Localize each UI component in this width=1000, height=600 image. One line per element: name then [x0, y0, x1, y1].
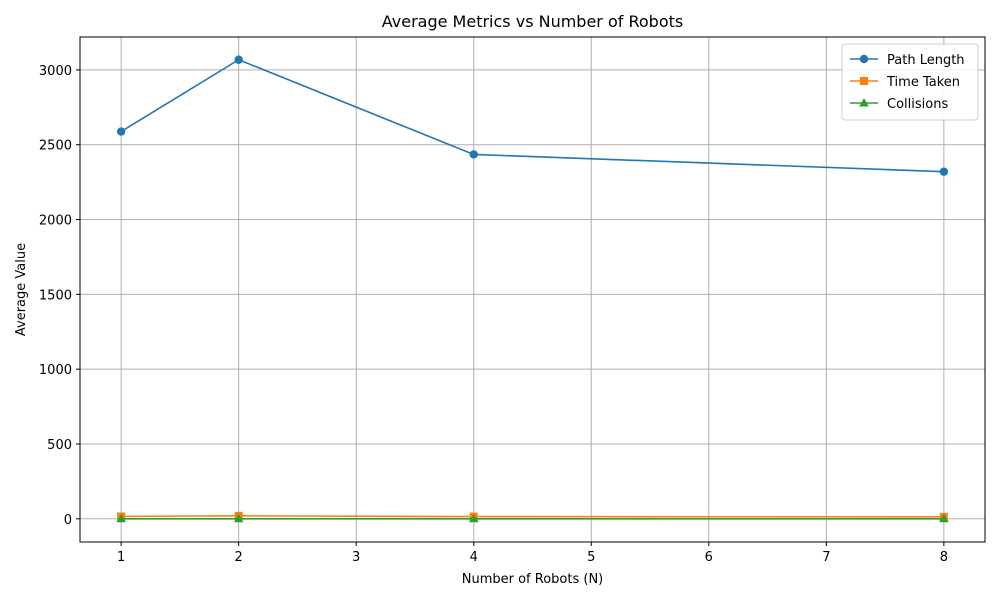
x-axis-label: Number of Robots (N) — [462, 572, 604, 587]
y-axis-ticks: 0 500 1000 1500 2000 2500 3000 — [39, 64, 80, 528]
series-line — [121, 515, 944, 518]
y-tick-label: 1000 — [39, 363, 72, 378]
x-axis-ticks: 1 2 3 4 5 6 7 8 — [117, 542, 948, 565]
legend: Path Length Time Taken Collisions — [841, 43, 979, 121]
data-point — [939, 167, 949, 176]
legend-item: Time Taken — [850, 75, 960, 90]
x-tick-label: 1 — [117, 550, 125, 565]
data-point — [469, 150, 478, 159]
legend-box — [841, 43, 979, 121]
series-path-length — [116, 55, 949, 176]
y-tick-label: 2500 — [39, 139, 72, 154]
legend-item: Path Length — [850, 53, 965, 68]
x-tick-label: 8 — [940, 550, 948, 565]
legend-label: Time Taken — [886, 75, 960, 90]
legend-label: Collisions — [887, 97, 948, 112]
data-point — [116, 127, 126, 136]
y-tick-label: 1500 — [39, 288, 72, 303]
legend-marker — [859, 54, 869, 64]
y-axis-label: Average Value — [14, 243, 29, 336]
chart-title: Average Metrics vs Number of Robots — [382, 12, 683, 31]
y-tick-label: 500 — [47, 438, 72, 453]
series-layer — [116, 55, 949, 523]
y-tick-label: 3000 — [39, 64, 72, 79]
legend-marker — [860, 77, 868, 85]
x-tick-label: 4 — [470, 550, 478, 565]
x-tick-label: 3 — [352, 550, 360, 565]
x-tick-label: 7 — [822, 550, 830, 565]
legend-label: Path Length — [887, 53, 965, 68]
plot-frame — [79, 36, 986, 543]
data-point — [233, 513, 244, 523]
data-point — [116, 513, 126, 523]
y-tick-label: 0 — [64, 513, 72, 528]
x-tick-label: 5 — [587, 550, 595, 565]
x-tick-label: 6 — [705, 550, 713, 565]
series-line — [120, 58, 944, 173]
y-tick-label: 2000 — [39, 214, 72, 229]
data-point — [234, 55, 243, 64]
data-point — [468, 513, 479, 523]
legend-item: Collisions — [850, 97, 948, 112]
legend-marker — [859, 98, 869, 107]
series-collisions — [116, 513, 949, 523]
x-tick-label: 2 — [235, 550, 243, 565]
data-point — [939, 513, 949, 523]
